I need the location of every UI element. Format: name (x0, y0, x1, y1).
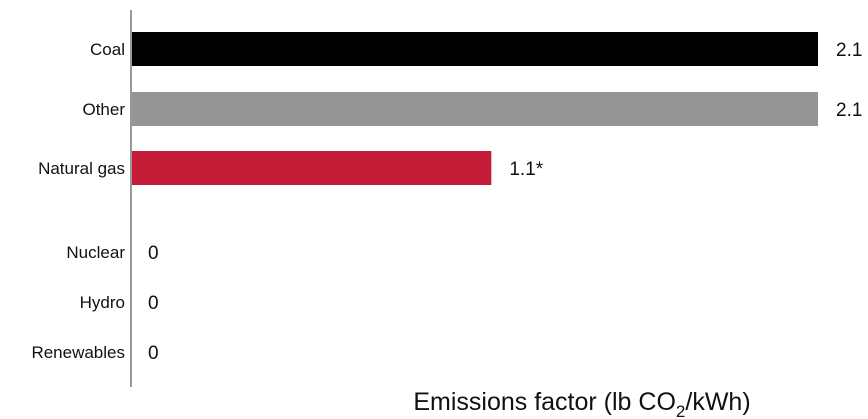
value-label-hydro: 0 (148, 293, 159, 314)
value-label-coal: 2.1 (836, 40, 862, 61)
value-label-other: 2.1 (836, 100, 862, 121)
x-axis-title-main: Emissions factor (lb CO (413, 388, 676, 416)
bar-coal (132, 32, 818, 66)
x-axis-title-subscript: 2 (676, 402, 685, 419)
x-axis-title: Emissions factor (lb CO2/kWh) (413, 388, 750, 419)
category-label-coal: Coal (90, 40, 125, 59)
labels-layer: Coal 2.1 Other 2.1 Natural gas 1.1* Nuclear 0 Hy… (31, 40, 862, 364)
value-label-renewables: 0 (148, 343, 159, 364)
category-label-renewables: Renewables (31, 343, 125, 362)
category-label-natural-gas: Natural gas (38, 159, 125, 178)
category-label-nuclear: Nuclear (66, 243, 125, 262)
x-axis-title-tail: /kWh) (685, 388, 750, 416)
bars-layer (132, 32, 818, 185)
category-label-other: Other (82, 100, 125, 119)
bar-natural-gas (132, 151, 492, 185)
bar-other (132, 92, 818, 126)
category-label-hydro: Hydro (80, 293, 125, 312)
value-label-natural-gas: 1.1* (509, 159, 543, 180)
value-label-nuclear: 0 (148, 243, 159, 264)
